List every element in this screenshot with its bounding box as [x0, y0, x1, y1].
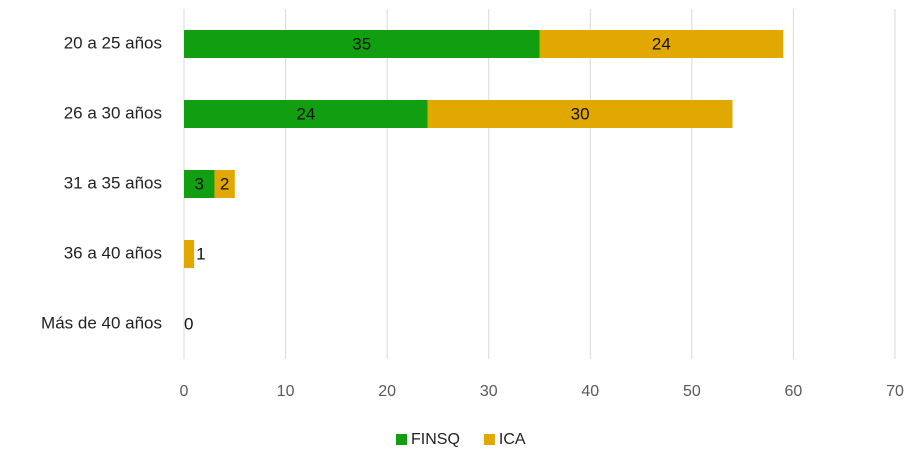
x-tick-label: 0 [180, 383, 189, 400]
data-label: 0 [184, 314, 193, 333]
legend-swatch [396, 434, 407, 445]
x-tick-label: 70 [886, 383, 904, 400]
bars [184, 30, 784, 268]
grid [183, 9, 896, 359]
data-label: 24 [296, 104, 315, 123]
bar-segment [427, 100, 733, 128]
data-label: 2 [220, 174, 229, 193]
legend-swatch [483, 434, 495, 445]
x-tick-label: 60 [785, 383, 803, 400]
y-tick-label: 20 a 25 años [64, 33, 162, 52]
data-label: 1 [196, 244, 205, 263]
y-tick-label: Más de 40 años [41, 313, 162, 332]
data-label: 3 [195, 174, 204, 193]
y-tick-label: 26 a 30 años [64, 103, 162, 122]
x-tick-label: 50 [683, 383, 701, 400]
bar-segment [539, 30, 784, 58]
bar-segment [184, 240, 195, 268]
legend-label: FINSQ [411, 431, 460, 448]
x-tick-label: 20 [378, 383, 396, 400]
legend-label: ICA [499, 431, 526, 448]
y-tick-label: 36 a 40 años [64, 243, 162, 262]
bar-segment [184, 170, 215, 198]
bar-segment [214, 170, 235, 198]
bar-segment [184, 30, 540, 58]
x-tick-label: 30 [480, 383, 498, 400]
data-label: 35 [352, 34, 371, 53]
x-tick-label: 40 [581, 383, 599, 400]
x-tick-label: 10 [277, 383, 295, 400]
y-tick-label: 31 a 35 años [64, 173, 162, 192]
bar-segment [184, 100, 428, 128]
data-label: 24 [652, 34, 671, 53]
data-label: 30 [571, 104, 590, 123]
